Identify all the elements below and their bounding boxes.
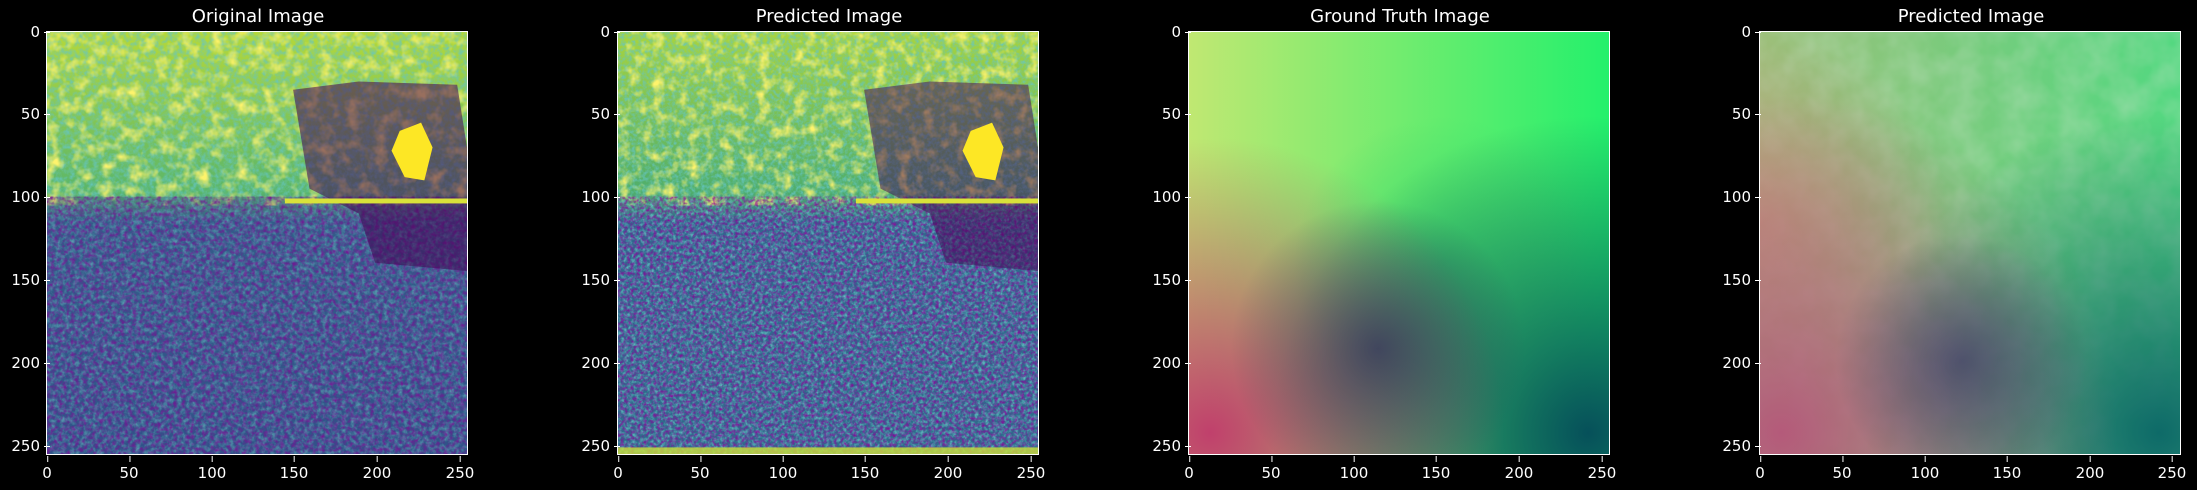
y-tick: 150	[1141, 271, 1191, 289]
x-tick: 150	[1421, 456, 1451, 482]
y-tick: 0	[1141, 23, 1191, 41]
y-tick: 0	[570, 23, 620, 41]
x-tick: 200	[362, 456, 392, 482]
x-tick: 150	[1992, 456, 2022, 482]
x-tick: 250	[1016, 456, 1046, 482]
x-tick: 0	[42, 456, 52, 482]
panel-title: Predicted Image	[1897, 6, 2045, 27]
panel-title: Original Image	[191, 6, 325, 27]
panel-predicted-2: Predicted Image	[1711, 0, 2197, 490]
x-tick: 200	[2075, 456, 2105, 482]
panel-original: Original Image	[0, 0, 549, 490]
x-tick: 0	[1755, 456, 1765, 482]
panel-title: Ground Truth Image	[1310, 6, 1490, 27]
y-tick: 200	[1141, 354, 1191, 372]
x-tick: 50	[1261, 456, 1281, 482]
image-ground-truth	[1188, 31, 1610, 455]
y-tick: 150	[1711, 271, 1761, 289]
y-tick: 250	[0, 437, 50, 455]
x-tick: 200	[933, 456, 963, 482]
y-tick: 250	[1711, 437, 1761, 455]
x-tick: 0	[1184, 456, 1194, 482]
y-tick: 150	[0, 271, 50, 289]
x-tick: 50	[690, 456, 710, 482]
x-tick: 150	[850, 456, 880, 482]
x-tick: 250	[445, 456, 475, 482]
image-predicted-2	[1759, 31, 2181, 455]
x-tick: 100	[768, 456, 798, 482]
y-tick: 100	[570, 188, 620, 206]
y-tick: 200	[570, 354, 620, 372]
y-tick: 200	[1711, 354, 1761, 372]
x-tick: 250	[1587, 456, 1617, 482]
y-tick: 0	[1711, 23, 1761, 41]
x-tick: 50	[119, 456, 139, 482]
y-tick: 0	[0, 23, 50, 41]
y-tick: 50	[570, 105, 620, 123]
panel-ground-truth: Ground Truth Image	[1141, 0, 1690, 490]
y-tick: 200	[0, 354, 50, 372]
x-tick: 50	[1832, 456, 1852, 482]
x-tick: 250	[2157, 456, 2187, 482]
x-tick: 100	[1339, 456, 1369, 482]
y-tick: 50	[0, 105, 50, 123]
panel-predicted-1: Predicted Image	[570, 0, 1119, 490]
x-tick: 0	[613, 456, 623, 482]
x-tick: 100	[197, 456, 227, 482]
image-predicted-1	[617, 31, 1039, 455]
x-tick: 200	[1504, 456, 1534, 482]
y-tick: 250	[1141, 437, 1191, 455]
y-tick: 100	[1711, 188, 1761, 206]
y-tick: 50	[1711, 105, 1761, 123]
y-tick: 150	[570, 271, 620, 289]
panel-title: Predicted Image	[755, 6, 903, 27]
y-tick: 50	[1141, 105, 1191, 123]
x-tick: 100	[1910, 456, 1940, 482]
y-tick: 250	[570, 437, 620, 455]
image-original	[46, 31, 468, 455]
y-tick: 100	[1141, 188, 1191, 206]
y-tick: 100	[0, 188, 50, 206]
x-tick: 150	[279, 456, 309, 482]
